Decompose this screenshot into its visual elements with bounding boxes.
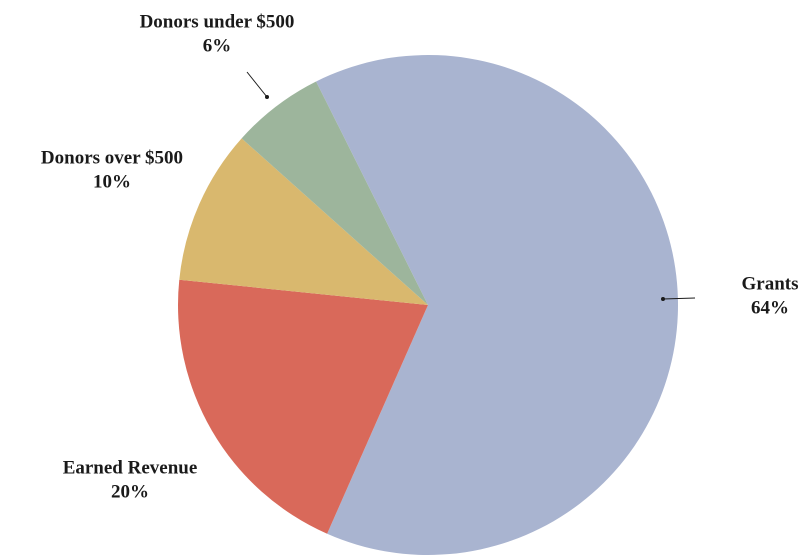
slice-label: Donors under $500 bbox=[140, 11, 295, 32]
slice-value-label: 10% bbox=[93, 171, 131, 192]
pie-slice bbox=[179, 138, 428, 305]
slice-value-label: 6% bbox=[203, 35, 232, 56]
pie-slice bbox=[241, 81, 428, 305]
leader-line bbox=[662, 297, 696, 300]
leader-line bbox=[246, 71, 268, 98]
slice-value-label: 64% bbox=[751, 297, 789, 318]
slice-label: Earned Revenue bbox=[63, 457, 198, 478]
pie-slice bbox=[177, 279, 428, 534]
leader-dot bbox=[265, 95, 269, 99]
pie-slice bbox=[316, 55, 678, 556]
leader-dot bbox=[661, 297, 665, 301]
slice-value-label: 20% bbox=[111, 481, 149, 502]
slice-label: Donors over $500 bbox=[41, 147, 183, 168]
slice-label: Grants bbox=[742, 273, 799, 294]
